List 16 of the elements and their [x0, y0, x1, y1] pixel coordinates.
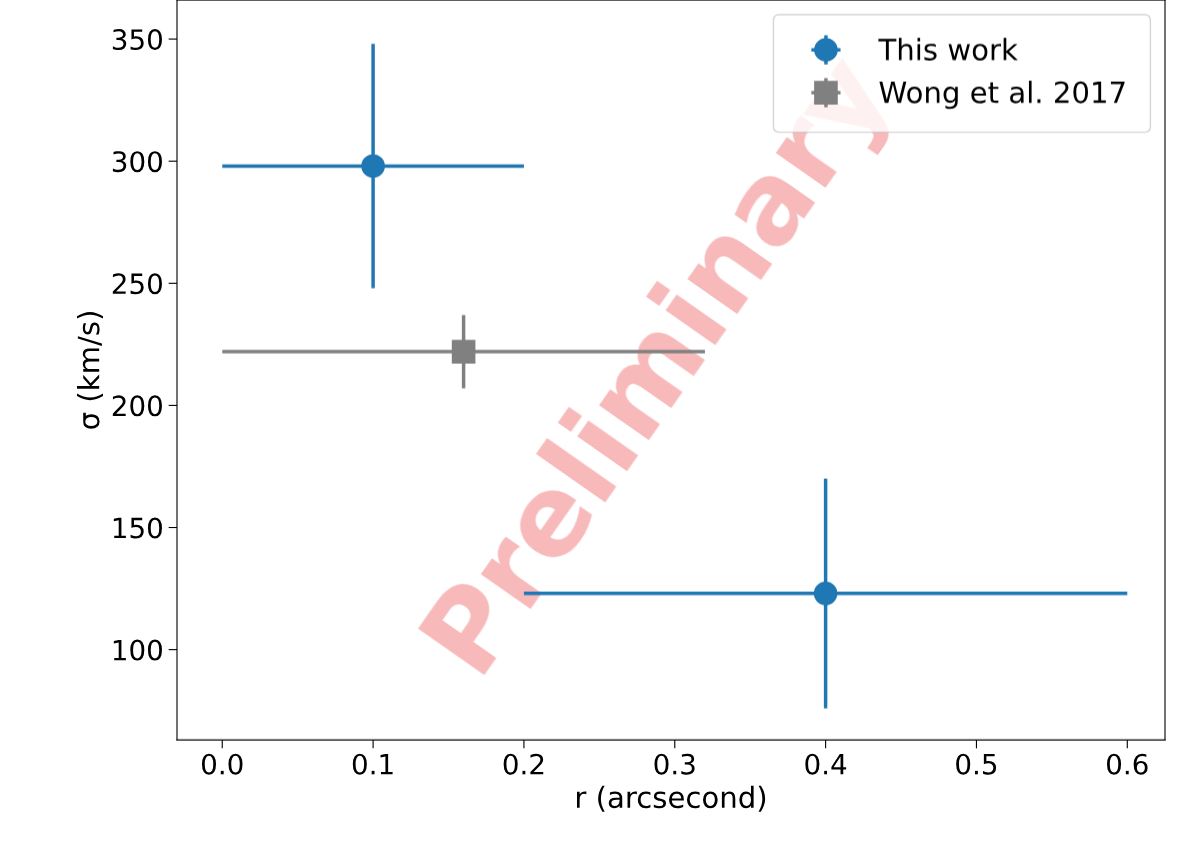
x-tick-label: 0.3 [654, 753, 695, 775]
point [361, 154, 385, 178]
y-tick-label: 150 [113, 517, 162, 539]
y-tick-label: 350 [112, 29, 162, 51]
x-tick-label: 0.2 [503, 753, 544, 775]
x-tick-label: 0.1 [352, 753, 393, 775]
x-tick-label: 0.0 [202, 753, 243, 775]
y-tick-label: 100 [113, 639, 162, 661]
x-tick-label: 0.5 [956, 753, 997, 775]
y-tick-label: 250 [112, 273, 162, 295]
x-tick-label: 0.6 [1107, 753, 1148, 775]
x-axis-title: r (arcsecond) [577, 785, 766, 812]
x-tick-label: 0.4 [805, 753, 847, 775]
y-tick-label: 200 [112, 395, 162, 417]
y-tick-label: 300 [112, 151, 162, 173]
y-axis-title: σ (km/s) [77, 312, 104, 429]
